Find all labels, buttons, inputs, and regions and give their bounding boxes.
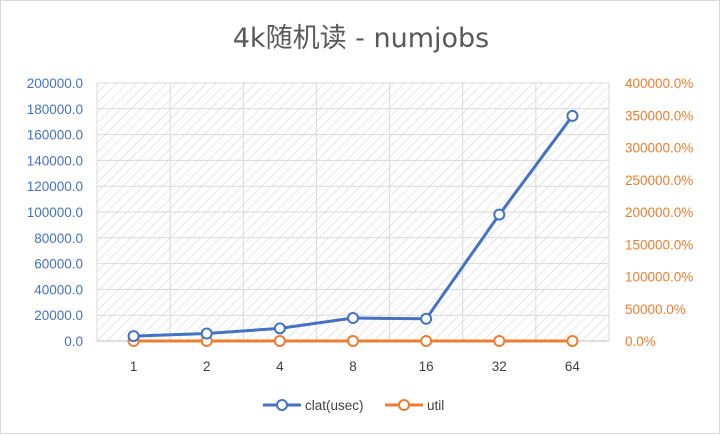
- data-point-clat-usec: [127, 330, 140, 343]
- data-point-util: [420, 335, 433, 347]
- gridlines: [96, 82, 610, 342]
- data-point-clat-usec: [200, 327, 213, 340]
- right-tick-label: 150000.0%: [625, 237, 693, 252]
- x-tick-label: 32: [492, 359, 507, 374]
- left-tick-label: 200000.0: [27, 76, 83, 91]
- legend-label-util: util: [427, 398, 444, 413]
- data-point-util: [273, 335, 286, 347]
- legend: clat(usec) util: [263, 398, 444, 413]
- data-point-clat-usec: [273, 322, 286, 335]
- legend-marker-util: [398, 399, 410, 411]
- left-tick-label: 40000.0: [34, 282, 83, 297]
- x-tick-label: 1: [130, 359, 138, 374]
- x-tick-label: 4: [276, 359, 284, 374]
- left-tick-label: 140000.0: [27, 153, 83, 168]
- right-tick-label: 0.0%: [625, 334, 656, 349]
- data-point-clat-usec: [420, 312, 433, 325]
- right-tick-label: 300000.0%: [625, 141, 693, 156]
- left-tick-label: 20000.0: [34, 308, 83, 323]
- legend-label-clat-usec: clat(usec): [305, 398, 364, 413]
- right-tick-label: 100000.0%: [625, 270, 693, 285]
- data-point-util: [347, 335, 359, 347]
- chart-title: 4k随机读 - numjobs: [233, 23, 489, 54]
- x-tick-label: 16: [419, 359, 434, 374]
- data-point-clat-usec: [566, 109, 579, 122]
- left-tick-label: 0.0: [64, 334, 83, 349]
- left-tick-label: 80000.0: [34, 231, 83, 246]
- left-tick-label: 100000.0: [27, 205, 83, 220]
- legend-marker-clat-usec: [276, 399, 288, 411]
- x-tick-label: 64: [565, 359, 581, 374]
- right-tick-label: 400000.0%: [625, 76, 693, 91]
- left-tick-label: 180000.0: [27, 102, 83, 117]
- left-tick-label: 60000.0: [34, 257, 83, 272]
- data-point-clat-usec: [347, 312, 359, 325]
- right-tick-label: 350000.0%: [625, 108, 693, 123]
- left-tick-label: 160000.0: [27, 128, 83, 143]
- right-tick-label: 50000.0%: [625, 302, 686, 317]
- right-axis-ticks: 0.0% 50000.0% 100000.0% 150000.0% 200000.0% 2…: [625, 76, 693, 349]
- right-tick-label: 200000.0%: [625, 205, 693, 220]
- x-tick-label: 2: [203, 359, 211, 374]
- left-tick-label: 120000.0: [27, 179, 83, 194]
- data-point-util: [566, 335, 579, 347]
- right-tick-label: 250000.0%: [625, 173, 693, 188]
- series-layer: [127, 109, 579, 347]
- left-axis-ticks: 0.0 20000.0 40000.0 60000.0 80000.0 100000.0 1…: [27, 76, 83, 349]
- x-axis-ticks: 1 2 4 8 16 32 64: [130, 359, 581, 374]
- data-point-util: [493, 335, 506, 347]
- data-point-clat-usec: [493, 208, 506, 221]
- x-tick-label: 8: [349, 359, 357, 374]
